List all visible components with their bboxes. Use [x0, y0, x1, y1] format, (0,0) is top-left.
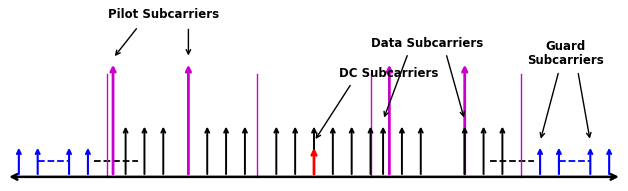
Text: Pilot Subcarriers: Pilot Subcarriers [108, 8, 219, 21]
Text: DC Subcarriers: DC Subcarriers [339, 67, 438, 80]
Text: Data Subcarriers: Data Subcarriers [371, 36, 483, 49]
Text: Guard
Subcarriers: Guard Subcarriers [527, 40, 604, 67]
